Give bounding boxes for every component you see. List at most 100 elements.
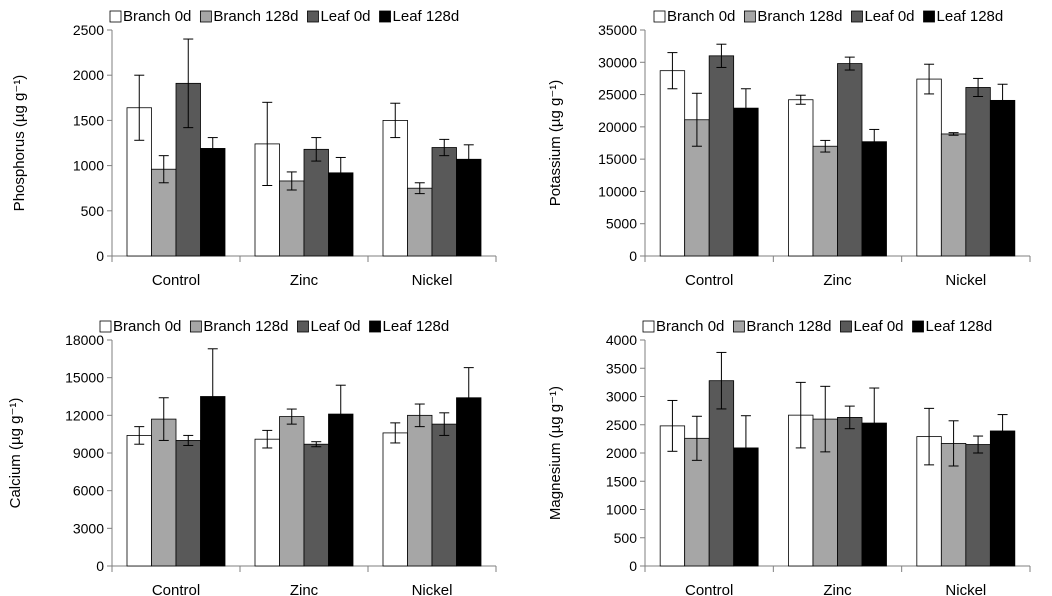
- legend: Branch 0d Branch 128d Leaf 0d Leaf 128d: [99, 318, 450, 335]
- legend-swatch-leaf-128d: [369, 320, 381, 333]
- bar-leaf-128d-zinc: [861, 141, 887, 257]
- y-tick-label: 1500: [73, 112, 104, 128]
- y-tick-label: 25000: [598, 87, 637, 103]
- bar-branch-128d-nickel: [940, 133, 967, 257]
- x-category-label: Control: [152, 272, 200, 289]
- legend-swatch-leaf-0d: [297, 320, 309, 333]
- y-tick-label: 500: [81, 203, 105, 219]
- y-tick-label: 10000: [598, 183, 637, 199]
- bar-branch-128d-zinc: [279, 416, 305, 567]
- legend-swatch-branch-0d: [653, 10, 666, 23]
- legend-swatch-leaf-128d: [912, 320, 924, 333]
- x-category-label: Control: [152, 582, 200, 596]
- y-tick-label: 2500: [606, 417, 637, 433]
- legend-label-branch-0d: Branch 0d: [656, 318, 724, 335]
- bar-leaf-0d-control: [175, 440, 201, 567]
- bar-branch-0d-control: [126, 435, 152, 567]
- legend-label-branch-0d: Branch 0d: [123, 8, 191, 25]
- bar-branch-128d-zinc: [812, 145, 838, 257]
- x-category-label: Control: [685, 582, 733, 596]
- legend-label-leaf-0d: Leaf 0d: [853, 318, 903, 335]
- y-tick-label: 0: [96, 248, 104, 264]
- bar-branch-128d-zinc: [279, 180, 305, 257]
- x-category-label: Zinc: [823, 272, 852, 289]
- y-tick-label: 3000: [606, 389, 637, 405]
- y-tick-label: 0: [629, 248, 637, 264]
- bar-branch-0d-zinc: [788, 99, 814, 257]
- legend-label-branch-0d: Branch 0d: [667, 8, 735, 25]
- x-category-label: Zinc: [823, 582, 852, 596]
- legend: Branch 0d Branch 128d Leaf 0d Leaf 128d: [109, 8, 460, 25]
- bar-branch-128d-nickel: [407, 187, 433, 257]
- y-tick-label: 35000: [598, 22, 637, 38]
- legend-label-leaf-0d: Leaf 0d: [864, 8, 914, 25]
- y-axis-label: Magnesium (µg g⁻¹): [547, 386, 564, 520]
- legend: Branch 0d Branch 128d Leaf 0d Leaf 128d: [653, 8, 1004, 25]
- bar-leaf-0d-nickel: [431, 147, 457, 257]
- y-tick-label: 0: [629, 558, 637, 574]
- bar-branch-128d-nickel: [407, 414, 433, 567]
- legend-label-branch-128d: Branch 128d: [746, 318, 831, 335]
- legend-swatch-branch-0d: [99, 320, 112, 333]
- legend-label-leaf-128d: Leaf 128d: [383, 318, 450, 335]
- y-tick-label: 20000: [598, 119, 637, 135]
- legend-label-branch-128d: Branch 128d: [203, 318, 288, 335]
- y-tick-label: 2000: [73, 67, 104, 83]
- y-tick-label: 2000: [606, 445, 637, 461]
- bar-leaf-0d-zinc: [303, 443, 329, 567]
- y-axis-label: Phosphorus (µg g⁻¹): [11, 75, 28, 212]
- legend-swatch-leaf-0d: [851, 10, 863, 23]
- bar-leaf-0d-control: [708, 55, 735, 257]
- x-category-label: Zinc: [290, 582, 319, 596]
- legend-swatch-leaf-128d: [923, 10, 935, 23]
- y-tick-label: 18000: [65, 332, 104, 348]
- y-tick-label: 1000: [73, 158, 104, 174]
- legend-label-leaf-128d: Leaf 128d: [937, 8, 1004, 25]
- y-tick-label: 3500: [606, 360, 637, 376]
- bar-branch-0d-nickel: [382, 120, 408, 257]
- legend-swatch-branch-128d: [189, 320, 202, 333]
- y-tick-label: 1500: [606, 473, 637, 489]
- y-tick-label: 2500: [73, 22, 104, 38]
- legend-label-branch-0d: Branch 0d: [113, 318, 181, 335]
- bar-leaf-0d-nickel: [965, 444, 991, 567]
- y-axis-label: Potassium (µg g⁻¹): [547, 80, 564, 207]
- bar-leaf-0d-zinc: [837, 63, 863, 257]
- legend-swatch-branch-128d: [743, 10, 756, 23]
- legend-label-branch-128d: Branch 128d: [213, 8, 298, 25]
- bar-leaf-128d-control: [200, 148, 226, 257]
- y-axis-label: Calcium (µg g⁻¹): [7, 398, 24, 509]
- legend-swatch-branch-0d: [642, 320, 655, 333]
- legend-swatch-leaf-0d: [307, 10, 319, 23]
- bar-leaf-128d-nickel: [456, 158, 482, 257]
- x-category-label: Nickel: [412, 582, 453, 596]
- y-tick-label: 1000: [606, 502, 637, 518]
- legend-swatch-branch-128d: [732, 320, 745, 333]
- bar-leaf-128d-nickel: [989, 99, 1016, 257]
- chart-phosphorus: 0 500 1000 1500 2000 2500 Control Zinc Nickel Pho…: [11, 8, 497, 289]
- legend-swatch-leaf-0d: [840, 320, 852, 333]
- legend: Branch 0d Branch 128d Leaf 0d Leaf 128d: [642, 318, 992, 335]
- y-tick-label: 5000: [606, 216, 637, 232]
- legend-label-leaf-0d: Leaf 0d: [320, 8, 370, 25]
- bar-branch-0d-zinc: [254, 438, 280, 567]
- y-tick-label: 3000: [73, 520, 104, 536]
- legend-swatch-leaf-128d: [379, 10, 391, 23]
- y-tick-label: 0: [96, 558, 104, 574]
- y-tick-label: 4000: [606, 332, 637, 348]
- y-tick-label: 6000: [73, 483, 104, 499]
- y-tick-label: 12000: [65, 407, 104, 423]
- bar-leaf-0d-nickel: [965, 87, 991, 257]
- bar-branch-128d-control: [151, 418, 177, 567]
- y-tick-label: 15000: [598, 151, 637, 167]
- bar-branch-0d-control: [659, 70, 686, 257]
- chart-potassium: 0 5000 10000 15000 20000 25000 30000 35000 Contr…: [547, 8, 1031, 289]
- y-tick-label: 30000: [598, 54, 637, 70]
- y-tick-label: 9000: [73, 445, 104, 461]
- legend-label-leaf-128d: Leaf 128d: [393, 8, 460, 25]
- x-category-label: Nickel: [945, 582, 986, 596]
- bar-leaf-128d-control: [733, 107, 759, 257]
- x-category-label: Control: [685, 272, 733, 289]
- legend-label-branch-128d: Branch 128d: [757, 8, 842, 25]
